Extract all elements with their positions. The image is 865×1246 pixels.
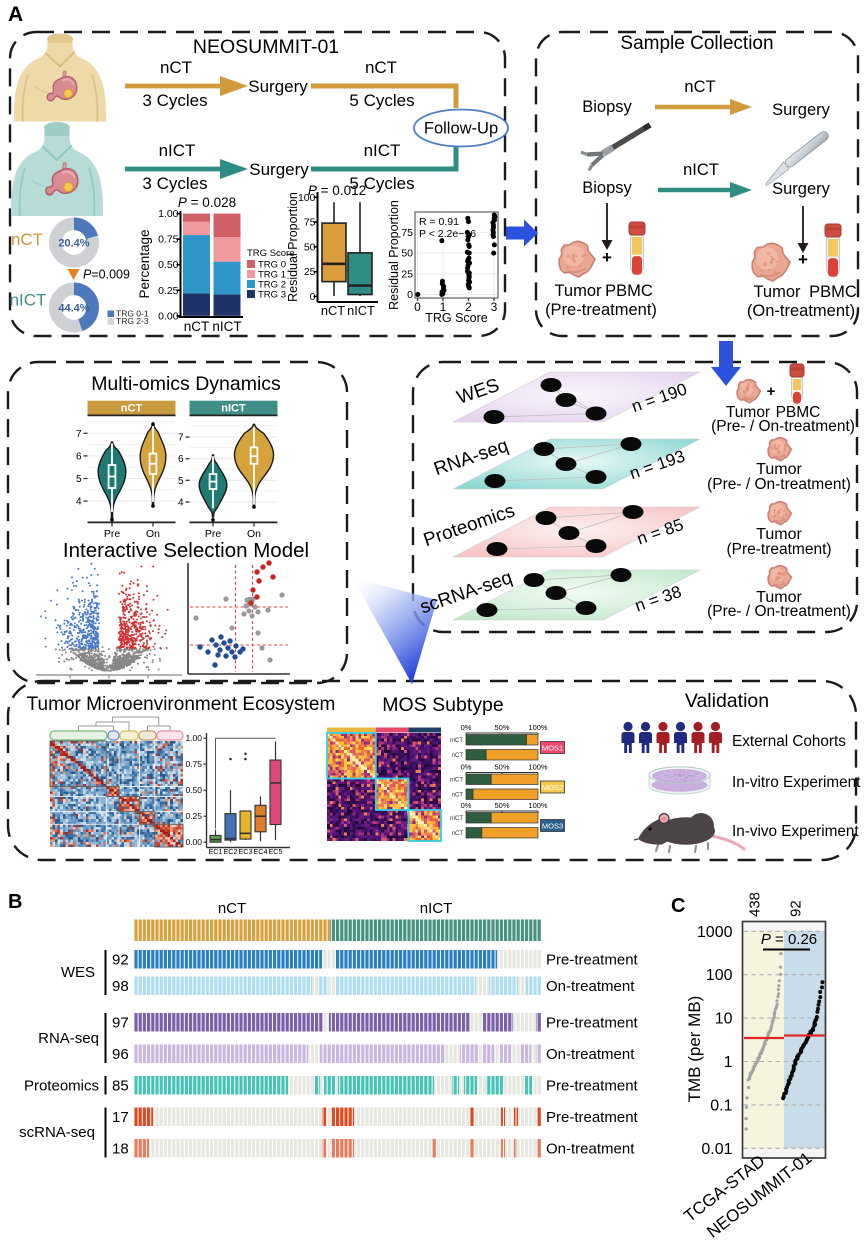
svg-text:nICT: nICT — [347, 303, 375, 318]
svg-text:75: 75 — [401, 227, 413, 239]
svg-text:nCT: nCT — [121, 402, 143, 414]
svg-text:P=0.009: P=0.009 — [83, 268, 130, 282]
svg-text:Residual Proportion: Residual Proportion — [387, 200, 401, 310]
svg-text:Residual Proportion: Residual Proportion — [286, 192, 300, 302]
svg-text:EC2: EC2 — [224, 847, 238, 856]
svg-text:nCT: nCT — [365, 58, 397, 77]
svg-text:EC4: EC4 — [254, 847, 268, 856]
svg-text:R = 0.91: R = 0.91 — [419, 216, 459, 228]
svg-text:Biopsy: Biopsy — [582, 179, 632, 197]
svg-text:0.00: 0.00 — [158, 310, 179, 322]
svg-text:7: 7 — [76, 429, 82, 440]
svg-text:0: 0 — [407, 289, 413, 301]
svg-text:1.00: 1.00 — [185, 733, 202, 743]
svg-text:(Pre-treatment): (Pre-treatment) — [726, 541, 831, 558]
svg-text:(Pre- / On-treatment): (Pre- / On-treatment) — [711, 418, 855, 435]
svg-text:7: 7 — [178, 433, 184, 444]
svg-text:NEOSUMMIT-01: NEOSUMMIT-01 — [193, 36, 339, 58]
svg-text:EC5: EC5 — [269, 847, 283, 856]
svg-text:0.25: 0.25 — [185, 811, 202, 821]
svg-text:0: 0 — [414, 300, 421, 314]
svg-text:B: B — [8, 891, 22, 913]
svg-text:0: 0 — [310, 291, 316, 303]
svg-text:75: 75 — [304, 217, 316, 229]
svg-text:(Pre- / On-treatment): (Pre- / On-treatment) — [707, 603, 851, 620]
svg-text:3 Cycles: 3 Cycles — [142, 91, 207, 110]
svg-text:20.4%: 20.4% — [58, 237, 89, 249]
svg-text:Interactive Selection Model: Interactive Selection Model — [63, 539, 309, 562]
svg-text:nICT: nICT — [10, 291, 47, 310]
svg-text:nCT: nCT — [321, 303, 345, 318]
svg-text:Percentage: Percentage — [137, 229, 152, 298]
svg-text:(Pre-treatment): (Pre-treatment) — [545, 301, 657, 319]
svg-text:TRG Score: TRG Score — [425, 311, 488, 325]
svg-text:Surgery: Surgery — [249, 160, 309, 179]
svg-text:25: 25 — [401, 268, 413, 280]
svg-text:Tumor Microenvironment Ecosyst: Tumor Microenvironment Ecosystem — [27, 694, 336, 715]
svg-text:C: C — [671, 895, 685, 917]
svg-text:+: + — [602, 248, 612, 267]
svg-text:50: 50 — [304, 241, 316, 253]
svg-text:nCT: nCT — [184, 319, 210, 334]
svg-text:+: + — [798, 250, 808, 269]
svg-text:4: 4 — [76, 497, 82, 508]
svg-text:44.4%: 44.4% — [58, 302, 89, 314]
svg-text:(Pre- / On-treatment): (Pre- / On-treatment) — [707, 476, 851, 493]
svg-text:4: 4 — [178, 498, 184, 509]
svg-text:nCT: nCT — [11, 230, 43, 249]
svg-text:5: 5 — [76, 474, 82, 485]
svg-text:Surgery: Surgery — [248, 77, 308, 96]
svg-text:5: 5 — [178, 476, 184, 487]
svg-text:5 Cycles: 5 Cycles — [349, 91, 414, 110]
svg-text:A: A — [8, 3, 23, 26]
svg-text:Surgery: Surgery — [772, 101, 831, 119]
svg-text:0.50: 0.50 — [185, 785, 202, 795]
svg-text:EC3: EC3 — [239, 847, 253, 856]
svg-text:25: 25 — [304, 266, 316, 278]
svg-text:TRG 3: TRG 3 — [258, 290, 286, 301]
svg-text:Biopsy: Biopsy — [582, 98, 632, 116]
svg-text:nICT: nICT — [212, 319, 241, 334]
svg-text:3 Cycles: 3 Cycles — [142, 174, 207, 193]
svg-text:nCT: nCT — [684, 78, 715, 96]
svg-text:+: + — [767, 383, 776, 400]
svg-text:PBMC: PBMC — [809, 283, 857, 301]
svg-text:6: 6 — [178, 454, 184, 465]
svg-text:PBMC: PBMC — [605, 282, 653, 300]
svg-text:6: 6 — [76, 451, 82, 462]
svg-text:3: 3 — [491, 300, 498, 314]
svg-text:nICT: nICT — [683, 161, 719, 179]
svg-text:0.75: 0.75 — [158, 234, 179, 246]
svg-text:MOS Subtype: MOS Subtype — [382, 694, 503, 716]
svg-text:50: 50 — [401, 248, 413, 260]
svg-text:0.00: 0.00 — [185, 837, 202, 847]
svg-text:P = 0.028: P = 0.028 — [178, 195, 236, 210]
svg-text:Surgery: Surgery — [772, 180, 831, 198]
svg-text:Tumor: Tumor — [554, 282, 602, 300]
svg-text:nCT: nCT — [160, 58, 192, 77]
svg-text:Tumor: Tumor — [753, 283, 801, 301]
svg-text:nICT: nICT — [221, 402, 246, 414]
svg-text:P = 0.012: P = 0.012 — [308, 183, 366, 198]
svg-text:Sample Collection: Sample Collection — [620, 33, 773, 54]
svg-text:EC1: EC1 — [209, 847, 223, 856]
svg-text:(On-treatment): (On-treatment) — [747, 302, 855, 320]
svg-text:nICT: nICT — [364, 141, 401, 160]
svg-text:0.75: 0.75 — [185, 759, 202, 769]
svg-text:Multi-omics Dynamics: Multi-omics Dynamics — [91, 373, 281, 395]
svg-text:TRG 2-3: TRG 2-3 — [116, 316, 149, 326]
svg-text:Validation: Validation — [685, 690, 769, 712]
svg-text:Follow-Up: Follow-Up — [424, 120, 498, 138]
svg-text:0.25: 0.25 — [158, 285, 179, 297]
svg-text:1.00: 1.00 — [158, 208, 179, 220]
svg-text:0.50: 0.50 — [158, 259, 179, 271]
svg-text:nICT: nICT — [159, 141, 196, 160]
